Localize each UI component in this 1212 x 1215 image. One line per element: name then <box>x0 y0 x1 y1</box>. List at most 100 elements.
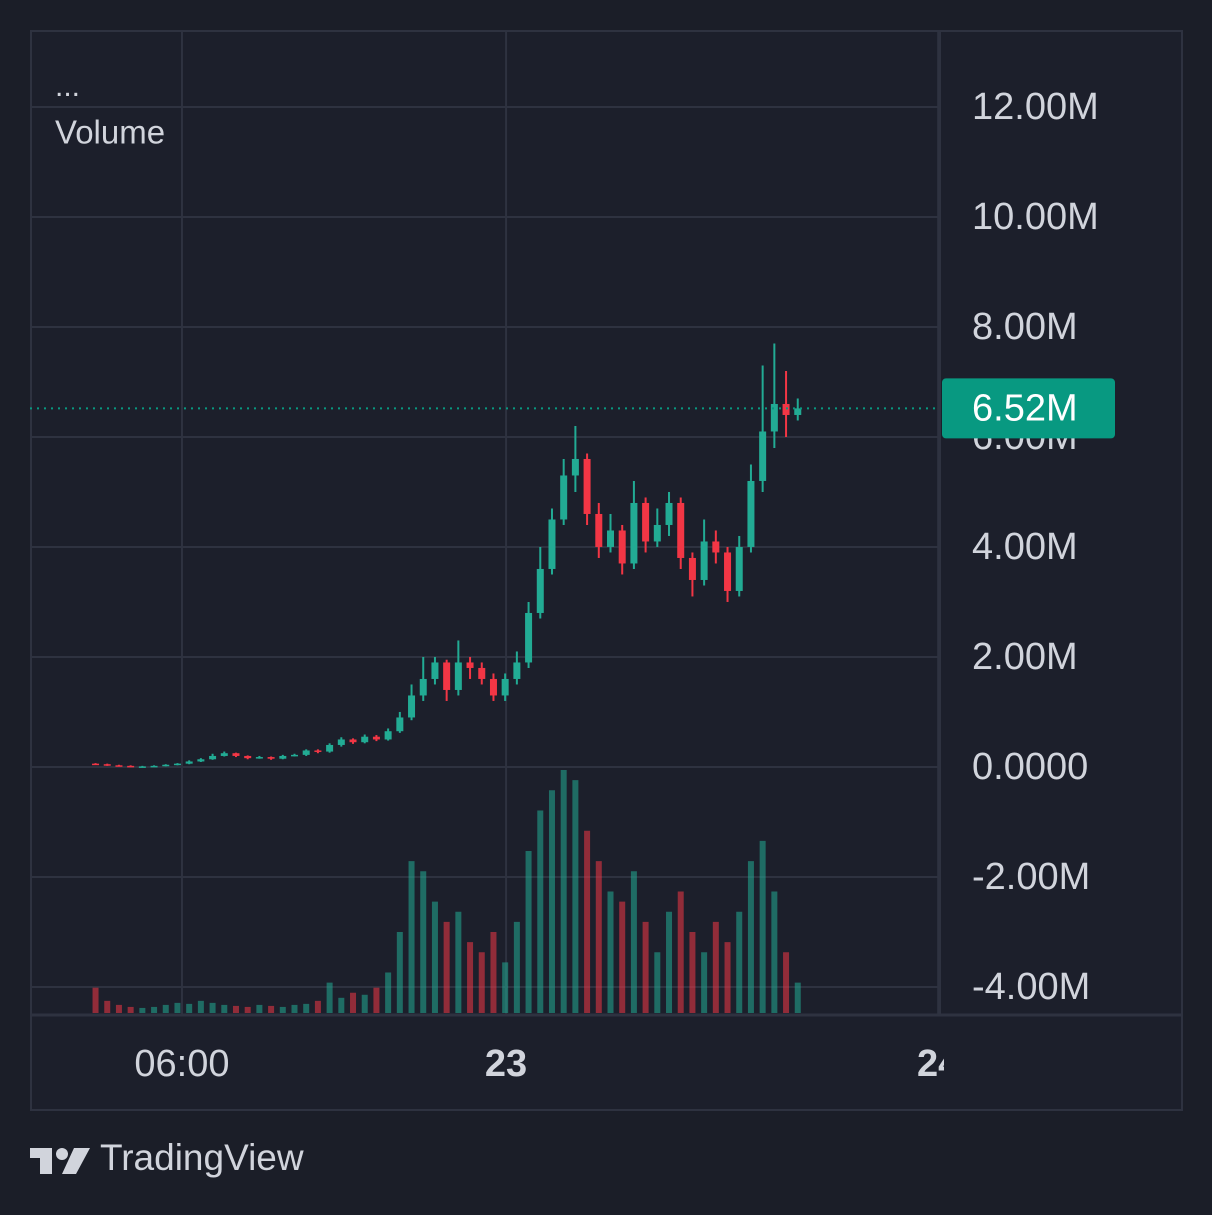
volume-bar <box>677 891 684 1013</box>
candle-body <box>665 502 673 525</box>
candle-body <box>478 667 486 679</box>
candle-body <box>255 757 263 759</box>
y-tick-label: 10.00M <box>972 196 1099 238</box>
candle-body <box>747 480 755 547</box>
candle-body <box>735 546 743 591</box>
candle-body <box>185 761 193 764</box>
candle-body <box>209 755 217 760</box>
candle-body <box>279 755 287 759</box>
volume-bar <box>279 1006 286 1013</box>
candle-body <box>244 755 252 759</box>
volume-bar <box>584 830 591 1013</box>
candle-body <box>618 530 626 564</box>
legend-menu[interactable]: ... <box>55 70 80 103</box>
candle-body <box>150 765 158 768</box>
candles <box>92 343 802 768</box>
candle-body <box>536 568 544 613</box>
candle-body <box>162 764 170 767</box>
time-axis: 06:00 23 24 <box>134 1043 944 1085</box>
price-axis: -4.00M-2.00M0.00002.00M4.00M6.00M8.00M10… <box>972 86 1099 1008</box>
candle-body <box>653 524 661 542</box>
volume-bar <box>537 810 544 1013</box>
y-tick-label: 12.00M <box>972 86 1099 128</box>
volume-bar <box>221 1004 228 1013</box>
brand-logo <box>30 1148 90 1174</box>
volume-bar <box>642 921 649 1013</box>
candle-body <box>384 731 392 740</box>
y-tick-label: 4.00M <box>972 526 1078 568</box>
candle-body <box>712 541 720 553</box>
volume-bar <box>666 911 673 1013</box>
volume-bar <box>268 1005 275 1013</box>
candle-body <box>466 662 474 668</box>
volume-bar <box>139 1007 146 1013</box>
volume-bar <box>630 871 637 1013</box>
candle-body <box>361 736 369 743</box>
candle-body <box>595 513 603 547</box>
volume-bar <box>197 1000 204 1013</box>
volume-bar <box>783 952 790 1013</box>
candle-body <box>759 431 767 481</box>
candle-body <box>197 759 205 762</box>
volume-bar <box>303 1003 310 1013</box>
candle-body <box>548 519 556 569</box>
candle-body <box>454 662 462 690</box>
candle-body <box>443 662 451 690</box>
volume-bar <box>115 1004 122 1013</box>
chart-frame <box>30 30 1183 1111</box>
volume-bar <box>560 770 567 1013</box>
y-tick-label: 8.00M <box>972 306 1078 348</box>
candle-body <box>642 502 650 542</box>
volume-bar <box>408 861 415 1013</box>
candle-body <box>630 502 638 564</box>
volume-bar <box>92 987 99 1013</box>
candle-body <box>349 739 357 743</box>
volume-bar <box>689 932 696 1013</box>
candle-body <box>794 408 802 415</box>
volume-bar <box>256 1004 263 1013</box>
candle-body <box>782 403 790 415</box>
volume-bar <box>467 942 474 1013</box>
y-tick-label: 0.0000 <box>972 746 1088 788</box>
candle-body <box>408 695 416 718</box>
candle-body <box>571 458 579 476</box>
candle-body <box>583 458 591 514</box>
volume-bar <box>291 1004 298 1013</box>
candle-body <box>489 678 497 696</box>
volume-bar <box>736 911 743 1013</box>
volume-bar <box>747 861 754 1013</box>
volume-bar <box>338 997 345 1013</box>
last-price: 6.52M <box>30 378 1115 439</box>
volume-bar <box>455 911 462 1013</box>
candle-body <box>115 765 123 767</box>
volume-pane <box>92 770 801 1013</box>
candle-body <box>220 753 228 756</box>
candle-body <box>314 750 322 752</box>
volume-bar <box>701 952 708 1013</box>
y-tick-label: -4.00M <box>972 966 1090 1008</box>
volume-bar <box>771 891 778 1013</box>
candle-body <box>302 750 310 755</box>
volume-bar <box>572 780 579 1013</box>
volume-bar <box>127 1006 134 1013</box>
volume-bar <box>244 1006 251 1013</box>
volume-bar <box>314 1000 321 1013</box>
volume-bar <box>759 840 766 1013</box>
candle-body <box>700 541 708 580</box>
candle-body <box>291 754 299 757</box>
candle-body <box>606 530 614 547</box>
candle-body <box>525 612 533 663</box>
volume-bar <box>619 901 626 1013</box>
volume-bar <box>712 921 719 1013</box>
candle-body <box>127 765 135 768</box>
volume-bar <box>420 871 427 1013</box>
last-price-badge <box>942 378 1115 439</box>
candle-body <box>724 552 732 591</box>
y-tick-label: -2.00M <box>972 856 1090 898</box>
volume-bar <box>443 921 450 1013</box>
volume-bar <box>350 992 357 1013</box>
volume-bar <box>373 987 380 1013</box>
x-tick-label: 23 <box>485 1043 527 1085</box>
brand-name: TradingView <box>100 1137 304 1178</box>
